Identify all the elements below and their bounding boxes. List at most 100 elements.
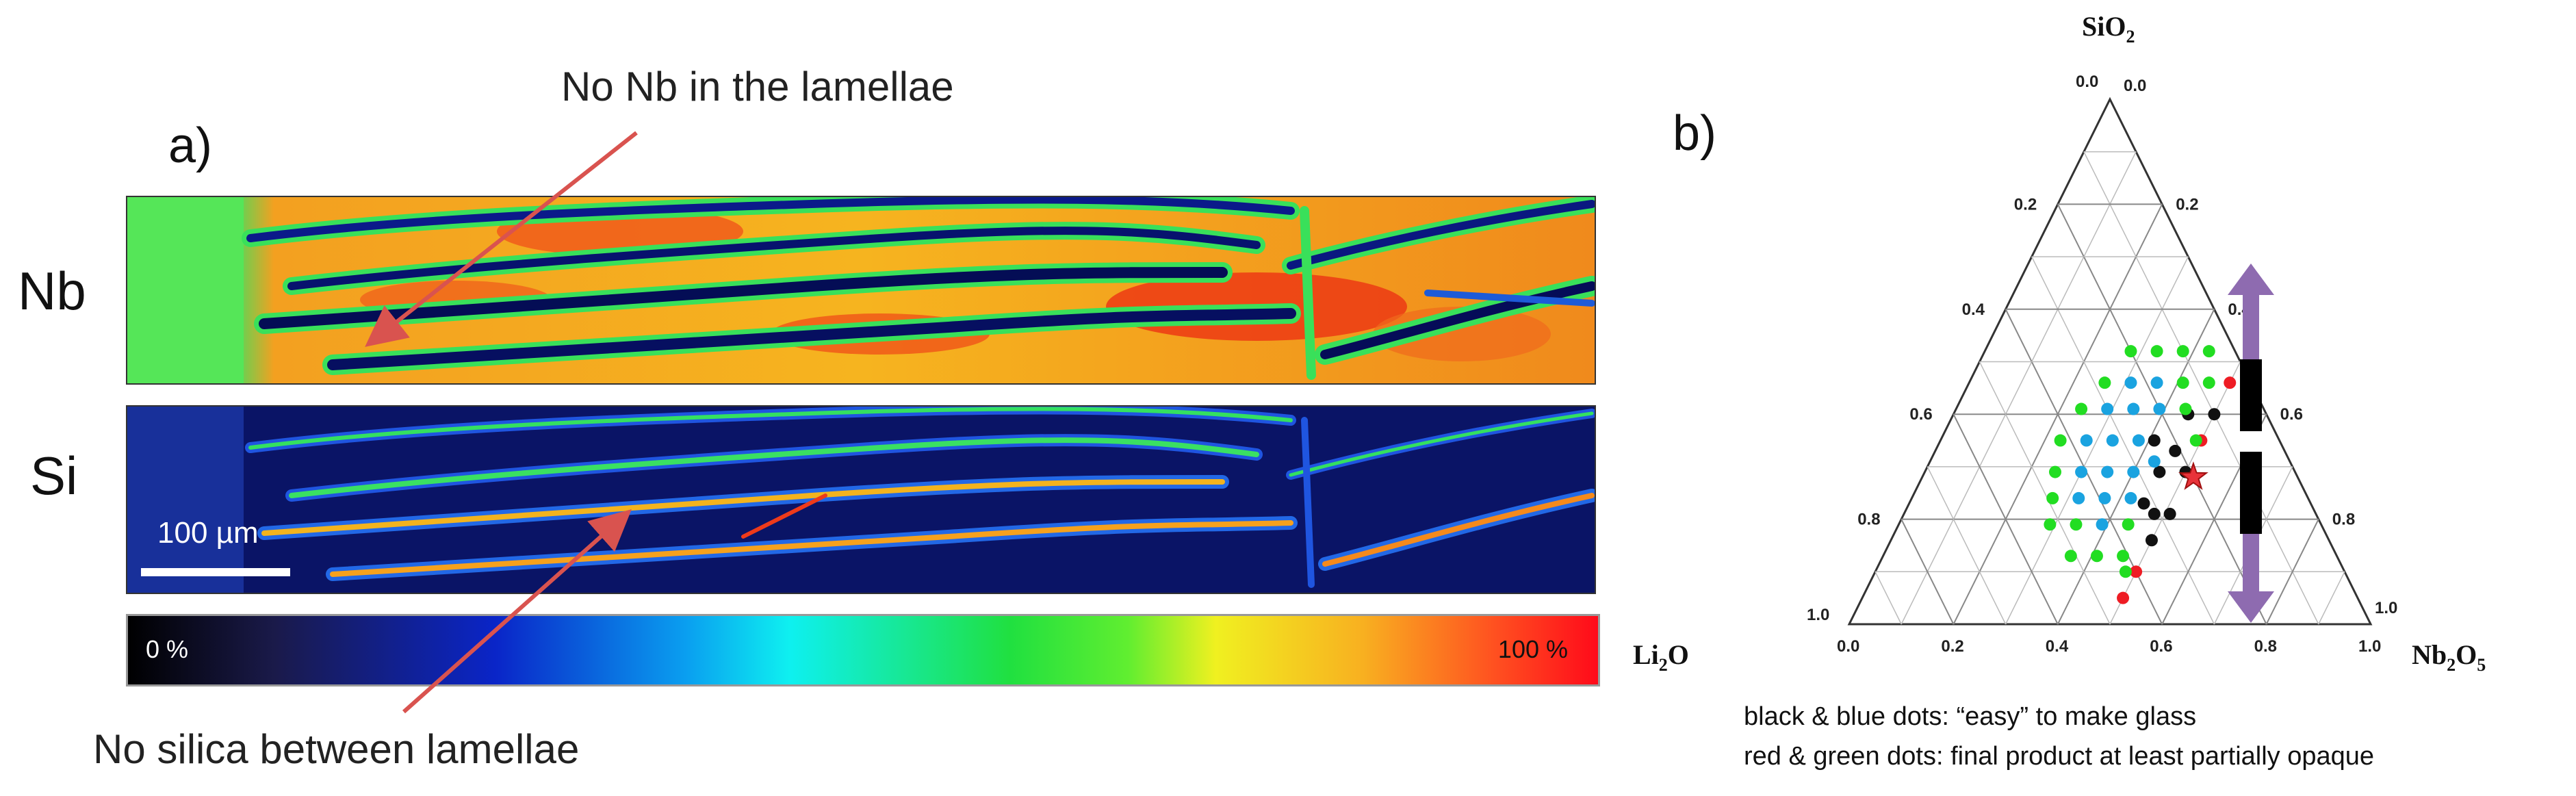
bottom-callout: No silica between lamellae bbox=[93, 726, 580, 772]
bottom-tick-label: 0.0 bbox=[1837, 637, 1859, 656]
green-point bbox=[2064, 550, 2077, 563]
grid-line bbox=[2083, 151, 2319, 625]
row-label-nb: Nb bbox=[18, 261, 86, 321]
panel-b-label: b) bbox=[1673, 106, 1717, 161]
star-marker bbox=[2178, 461, 2208, 490]
grid-line bbox=[2318, 571, 2345, 625]
vertex-li2o: Li2O bbox=[1633, 639, 1689, 675]
bottom-tick-label: 0.2 bbox=[1941, 637, 1963, 656]
grid-line bbox=[2265, 519, 2319, 625]
black-point bbox=[2163, 507, 2176, 520]
ternary-grid bbox=[1847, 97, 2373, 626]
right-tick-label: 1.0 bbox=[2375, 599, 2397, 617]
legend-line-1: black & blue dots: “easy” to make glass bbox=[1744, 702, 2197, 731]
green-point bbox=[2176, 345, 2189, 358]
left-tick-label: 0.8 bbox=[1857, 511, 1880, 529]
left-tick-label: 0.0 bbox=[2076, 73, 2098, 91]
green-point bbox=[2044, 518, 2057, 531]
arrow-gap-upper bbox=[2240, 359, 2262, 431]
scale-bar-label: 100 µm bbox=[157, 516, 259, 550]
panel-a-label: a) bbox=[168, 118, 213, 173]
grid-line bbox=[1953, 413, 2059, 625]
arrow-gap-lower bbox=[2240, 452, 2262, 534]
right-tick-label: 0.8 bbox=[2332, 511, 2355, 529]
black-point bbox=[2153, 465, 2166, 478]
ternary-ticks: 0.0 0.2 0.4 0.6 0.8 1.0 0.8 0.6 0.4 0.2 1.0 0.0 1.0 0… bbox=[1807, 73, 2397, 656]
blue-point bbox=[2075, 465, 2088, 478]
black-point bbox=[2148, 434, 2161, 447]
blue-point bbox=[2098, 491, 2111, 504]
green-point bbox=[2202, 345, 2215, 358]
left-tick-label: 0.2 bbox=[2014, 195, 2037, 214]
blue-point bbox=[2148, 455, 2161, 468]
blue-point bbox=[2132, 434, 2145, 447]
green-point bbox=[2075, 402, 2088, 415]
nb-elemental-map bbox=[126, 196, 1596, 385]
green-point bbox=[2117, 550, 2130, 563]
green-point bbox=[2150, 345, 2163, 358]
grid-line bbox=[1927, 466, 2007, 625]
left-tick-label: 1.0 bbox=[1807, 606, 1829, 624]
blue-point bbox=[2072, 491, 2085, 504]
green-point bbox=[2070, 518, 2083, 531]
colorbar-max-label: 100 % bbox=[1497, 635, 1568, 663]
nb-map-graphic bbox=[127, 197, 1595, 383]
blue-point bbox=[2101, 402, 2114, 415]
bottom-tick-label: 0.6 bbox=[2150, 637, 2172, 656]
green-point bbox=[2046, 491, 2059, 504]
colorbar: 0 % 100 % bbox=[126, 614, 1600, 686]
vertex-nb2o5: Nb2O5 bbox=[2412, 639, 2486, 675]
grid-line bbox=[1901, 519, 1955, 625]
red-point bbox=[2224, 376, 2237, 389]
grid-line bbox=[2109, 361, 2241, 625]
red-point bbox=[2130, 565, 2143, 578]
black-point bbox=[2148, 507, 2161, 520]
bottom-tick-label: 1.0 bbox=[2358, 637, 2381, 656]
grid-line bbox=[1979, 361, 2111, 625]
black-point bbox=[2145, 534, 2158, 547]
vertex-sio2: SiO2 bbox=[2082, 11, 2135, 47]
bottom-tick-label: 0.8 bbox=[2254, 637, 2277, 656]
blue-point bbox=[2124, 376, 2137, 389]
ternary-diagram: SiO2 Li2O Nb2O5 0.0 0.2 0.4 0.6 0.8 1.0 0.8 0.6… bbox=[1633, 11, 2486, 675]
green-point bbox=[2048, 465, 2061, 478]
green-point bbox=[2098, 376, 2111, 389]
blue-point bbox=[2127, 465, 2140, 478]
grid-line bbox=[2031, 256, 2215, 625]
red-point bbox=[2117, 591, 2130, 604]
black-point bbox=[2208, 408, 2221, 421]
left-tick-label: 0.4 bbox=[1962, 300, 1985, 319]
composition-arrows bbox=[2228, 264, 2274, 623]
grid-line bbox=[2005, 256, 2189, 625]
green-point bbox=[2119, 565, 2132, 578]
right-tick-label: 0.2 bbox=[2176, 195, 2198, 214]
scale-bar bbox=[141, 568, 290, 576]
blue-point bbox=[2150, 376, 2163, 389]
row-label-si: Si bbox=[30, 446, 78, 506]
composition-points bbox=[2044, 345, 2237, 604]
right-tick-label: 0.0 bbox=[2124, 77, 2146, 95]
legend-line-2: red & green dots: final product at least… bbox=[1744, 742, 2375, 771]
right-tick-label: 0.6 bbox=[2280, 405, 2303, 424]
top-callout: No Nb in the lamellae bbox=[561, 64, 954, 110]
green-point bbox=[2090, 550, 2103, 563]
green-point bbox=[2176, 376, 2189, 389]
blue-point bbox=[2096, 518, 2109, 531]
black-point bbox=[2137, 497, 2150, 510]
blue-point bbox=[2153, 402, 2166, 415]
green-point bbox=[2122, 518, 2135, 531]
green-point bbox=[2202, 376, 2215, 389]
blue-point bbox=[2080, 434, 2093, 447]
black-point bbox=[2169, 444, 2182, 457]
green-point bbox=[2054, 434, 2067, 447]
blue-point bbox=[2124, 491, 2137, 504]
grid-line bbox=[1901, 151, 2137, 625]
bottom-tick-label: 0.4 bbox=[2046, 637, 2069, 656]
si-elemental-map bbox=[126, 405, 1596, 594]
arrow-gap-white bbox=[2240, 431, 2262, 452]
green-point bbox=[2124, 345, 2137, 358]
grid-line bbox=[1875, 571, 1902, 625]
colorbar-min-label: 0 % bbox=[146, 635, 189, 663]
green-point bbox=[2179, 402, 2192, 415]
blue-point bbox=[2127, 402, 2140, 415]
